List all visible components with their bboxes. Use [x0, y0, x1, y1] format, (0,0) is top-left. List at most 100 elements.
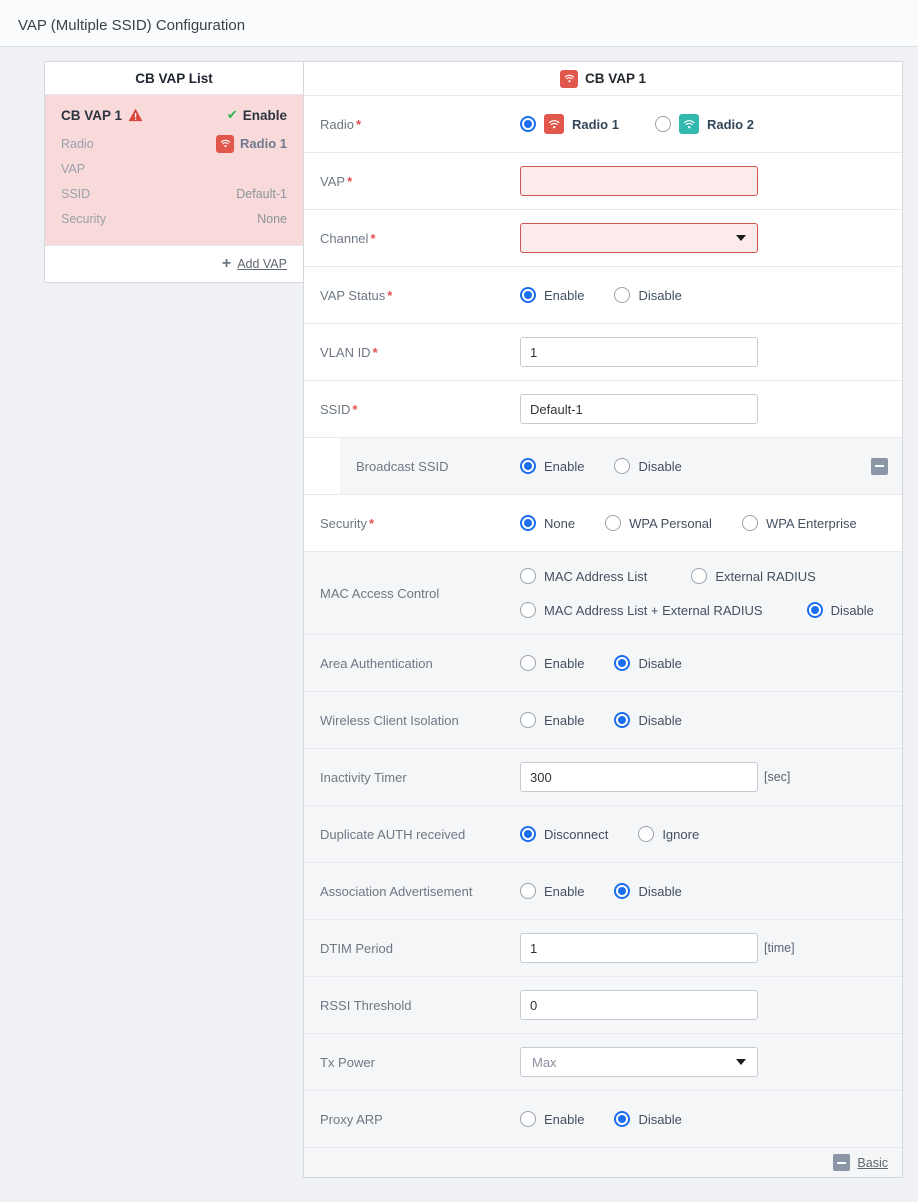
wifi-icon: [216, 134, 235, 153]
form-title-text: CB VAP 1: [584, 71, 647, 86]
channel-select[interactable]: [520, 223, 758, 253]
basic-toggle-link[interactable]: Basic: [857, 1155, 888, 1170]
option-label: Enable: [544, 287, 585, 303]
option-label: Disable: [638, 287, 682, 303]
dtim-period-input[interactable]: [520, 933, 758, 963]
vap-status-enable-option[interactable]: Enable: [520, 287, 584, 303]
field-label: Proxy ARP: [320, 1111, 383, 1127]
wci-disable-option[interactable]: Disable: [614, 712, 682, 728]
vap-list-title: CB VAP List: [45, 62, 303, 95]
security-wpa-personal-option[interactable]: WPA Personal: [605, 515, 712, 531]
radio-option-radio2[interactable]: Radio 2: [654, 114, 754, 134]
radio2-wifi-icon: [678, 114, 699, 134]
dup-auth-disconnect-option[interactable]: Disconnect: [520, 826, 608, 842]
vap-list-item-cb-vap-1[interactable]: CB VAP 1 ✔ Enable Radio Radio 1 VAP: [45, 95, 303, 245]
field-row-radio: Radio Radio 1 Radio 2: [304, 95, 902, 152]
field-row-rssi-threshold: RSSI Threshold: [304, 976, 902, 1033]
field-label: RSSI Threshold: [320, 997, 412, 1013]
vap-card-row-radio: Radio Radio 1: [61, 131, 287, 156]
option-label: None: [544, 515, 576, 531]
external-radius-option[interactable]: External RADIUS: [691, 568, 816, 584]
select-value: Max: [532, 1054, 557, 1070]
wifi-icon: [559, 69, 578, 88]
field-label: Tx Power: [320, 1054, 375, 1070]
basic-minus-icon[interactable]: [833, 1154, 851, 1171]
plus-icon: +: [221, 255, 232, 272]
vap-status-label: Enable: [242, 107, 287, 123]
area-auth-disable-option[interactable]: Disable: [614, 655, 682, 671]
cb-vap-list-panel: CB VAP List CB VAP 1 ✔ Enable Radio Radi…: [44, 61, 303, 283]
mac-list-plus-radius-option[interactable]: MAC Address List + External RADIUS: [520, 602, 763, 618]
area-auth-enable-option[interactable]: Enable: [520, 655, 584, 671]
row-label: VAP: [61, 161, 86, 176]
field-label: Area Authentication: [320, 655, 433, 671]
tx-power-select[interactable]: Max: [520, 1047, 758, 1077]
page-header: VAP (Multiple SSID) Configuration: [0, 0, 918, 47]
assoc-adv-disable-option[interactable]: Disable: [614, 883, 682, 899]
field-row-inactivity-timer: Inactivity Timer [sec]: [304, 748, 902, 805]
ssid-input[interactable]: [520, 394, 758, 424]
content-area: CB VAP List CB VAP 1 ✔ Enable Radio Radi…: [0, 47, 918, 1178]
option-label: Disable: [638, 1111, 682, 1127]
wci-enable-option[interactable]: Enable: [520, 712, 584, 728]
vap-name: CB VAP 1: [61, 107, 123, 123]
rssi-threshold-input[interactable]: [520, 990, 758, 1020]
option-label: Enable: [544, 883, 585, 899]
field-label: Wireless Client Isolation: [320, 712, 459, 728]
broadcast-ssid-disable-option[interactable]: Disable: [614, 458, 682, 474]
radio-button-checked: [806, 602, 823, 618]
field-row-channel: Channel: [304, 209, 902, 266]
vap-list-footer: + Add VAP: [45, 245, 303, 282]
security-none-option[interactable]: None: [520, 515, 575, 531]
proxy-arp-enable-option[interactable]: Enable: [520, 1111, 584, 1127]
radio-option-radio1[interactable]: Radio 1: [520, 114, 619, 134]
security-wpa-enterprise-option[interactable]: WPA Enterprise: [741, 515, 857, 531]
field-row-dtim-period: DTIM Period [time]: [304, 919, 902, 976]
option-label: Disable: [638, 655, 682, 671]
mac-address-list-option[interactable]: MAC Address List: [520, 568, 647, 584]
form-title: CB VAP 1: [304, 62, 902, 95]
add-vap-label: Add VAP: [237, 257, 287, 271]
field-row-vap-status: VAP Status Enable Disable: [304, 266, 902, 323]
radio-button: [638, 826, 655, 842]
radio-button-checked: [614, 883, 631, 899]
radio-button-checked: [614, 1111, 631, 1127]
dup-auth-ignore-option[interactable]: Ignore: [638, 826, 699, 842]
radio-button-checked: [520, 116, 536, 132]
vap-status-disable-option[interactable]: Disable: [614, 287, 682, 303]
option-label: WPA Enterprise: [765, 515, 857, 531]
radio-button: [520, 1111, 536, 1127]
radio-button: [741, 515, 758, 531]
radio-button: [520, 568, 536, 584]
chevron-down-icon: [736, 1059, 746, 1065]
option-label: Ignore: [662, 826, 700, 842]
field-label: Radio: [304, 117, 520, 132]
field-row-broadcast-ssid: Broadcast SSID Enable Disable: [304, 437, 902, 494]
add-vap-button[interactable]: + Add VAP: [222, 255, 287, 273]
radio-button-checked: [520, 458, 536, 474]
field-row-duplicate-auth: Duplicate AUTH received Disconnect Ignor…: [304, 805, 902, 862]
radio-button: [520, 883, 536, 899]
broadcast-ssid-enable-option[interactable]: Enable: [520, 458, 584, 474]
vap-card-row-security: Security None: [61, 206, 287, 231]
field-row-area-authentication: Area Authentication Enable Disable: [304, 634, 902, 691]
radio-button: [654, 116, 671, 132]
vlan-id-input[interactable]: [520, 337, 758, 367]
inactivity-timer-input[interactable]: [520, 762, 758, 792]
radio-value-text: Radio 1: [240, 136, 287, 151]
unit-suffix: [sec]: [764, 770, 791, 784]
vap-card-row-vap: VAP: [61, 156, 287, 181]
row-label: Security: [61, 211, 107, 226]
assoc-adv-enable-option[interactable]: Enable: [520, 883, 584, 899]
radio-button: [614, 458, 631, 474]
row-value: Default-1: [236, 186, 287, 201]
proxy-arp-disable-option[interactable]: Disable: [614, 1111, 682, 1127]
option-label: Disable: [830, 602, 874, 618]
radio-button-checked: [520, 826, 536, 842]
field-row-vlan-id: VLAN ID: [304, 323, 902, 380]
mac-acl-disable-option[interactable]: Disable: [806, 602, 874, 618]
field-row-mac-access-control: MAC Access Control MAC Address List Exte…: [304, 551, 902, 634]
collapse-minus-button[interactable]: [871, 457, 888, 475]
radio-button: [614, 287, 631, 303]
vap-input[interactable]: [520, 166, 758, 196]
